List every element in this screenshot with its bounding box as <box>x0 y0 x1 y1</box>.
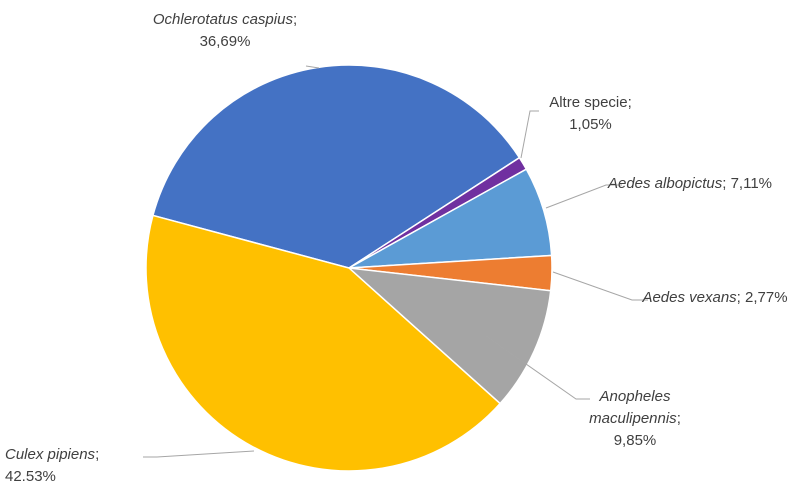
value-label: 1,05% <box>569 116 612 133</box>
slice-label: Aedes albopictus; 7,11% <box>605 173 775 195</box>
leader-line <box>485 335 590 400</box>
leader-line <box>143 450 255 458</box>
slice-label: Aedes vexans; 2,77% <box>640 287 790 309</box>
pie-slice <box>346 266 552 405</box>
leader-line <box>552 271 648 301</box>
value-label: 42.53% <box>5 468 56 484</box>
label-separator: ; <box>676 410 681 427</box>
leader-line <box>305 65 320 69</box>
value-label: 7,11% <box>730 175 772 192</box>
pie-slice <box>145 214 502 472</box>
value-label: 36,69% <box>199 33 251 50</box>
category-label: Altre specie <box>549 94 628 111</box>
slice-label: Altre specie; 1,05% <box>538 92 643 136</box>
label-separator: ; <box>722 175 727 192</box>
label-separator: ; <box>627 94 632 111</box>
slice-label: Ochlerotatus caspius; 36,69% <box>150 9 300 53</box>
label-separator: ; <box>736 289 741 306</box>
leader-line <box>520 110 539 159</box>
category-label: Culex pipiens <box>5 446 96 463</box>
label-separator: ; <box>292 11 298 28</box>
slice-label: Culex pipiens; 42.53% <box>5 444 145 484</box>
value-label: 2,77% <box>745 289 788 306</box>
value-label: 9,85% <box>613 432 657 449</box>
leader-line <box>545 184 622 209</box>
slice-label: Anopheles maculipennis; 9,85% <box>585 386 685 452</box>
label-separator: ; <box>95 446 100 463</box>
category-label: Aedes albopictus <box>607 175 723 192</box>
category-label: Aedes vexans <box>642 289 737 306</box>
category-label: Ochlerotatus caspius <box>152 11 293 28</box>
category-label: Anopheles maculipennis <box>589 388 677 427</box>
